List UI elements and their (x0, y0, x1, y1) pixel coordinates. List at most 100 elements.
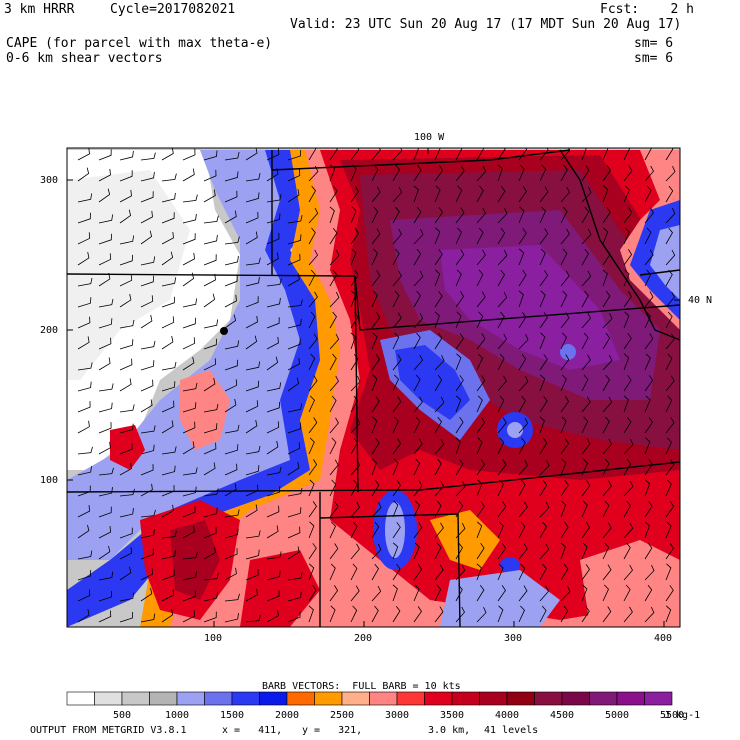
wind-barb (161, 569, 175, 581)
wind-barb (329, 501, 339, 518)
wind-barb (308, 227, 316, 245)
wind-barb (350, 417, 361, 434)
wind-barb (203, 254, 217, 266)
wind-barb (539, 164, 547, 182)
wind-barb (665, 395, 673, 413)
wind-barb (203, 189, 216, 203)
y-tick-100: 100 (40, 475, 59, 486)
colorbar-box (341, 691, 370, 706)
wind-barb (476, 459, 485, 476)
wind-barb (266, 609, 279, 623)
wind-barb (77, 401, 91, 413)
wind-barb (392, 354, 402, 371)
wind-barb (203, 319, 219, 329)
wind-barb (539, 374, 546, 392)
wind-barb (434, 458, 442, 476)
wind-barb (623, 522, 634, 539)
wind-barb (665, 227, 673, 245)
wind-barb (476, 437, 483, 455)
wind-barb (644, 459, 653, 476)
wind-barb (308, 333, 318, 350)
colorbar-box (424, 691, 453, 706)
wind-barb (350, 437, 358, 455)
wind-barb (77, 167, 90, 182)
wind-barb (308, 437, 315, 455)
wind-barb (665, 521, 672, 539)
wind-barb (497, 479, 504, 497)
wind-barb (140, 230, 153, 245)
wind-barb (98, 467, 114, 476)
wind-barb (266, 168, 279, 182)
wind-barb (266, 551, 282, 560)
wind-barb (434, 438, 445, 455)
wind-barb (623, 374, 632, 392)
wind-barb (560, 396, 570, 413)
wind-barb (350, 459, 361, 476)
colorbar-label: 4000 (494, 710, 520, 721)
wind-barb (434, 290, 443, 308)
wind-barb (119, 592, 135, 602)
wind-barb (644, 395, 651, 413)
wind-barb (455, 542, 463, 560)
wind-barb (119, 566, 132, 581)
wind-barb (161, 530, 177, 539)
wind-barb (560, 374, 567, 392)
colorbar-box (396, 691, 425, 706)
wind-barb (560, 480, 569, 497)
wind-barb (413, 416, 421, 434)
wind-barb (266, 213, 281, 224)
wind-barb (392, 164, 400, 182)
wind-barb (560, 228, 570, 245)
wind-barb (497, 543, 507, 560)
wind-barb (518, 311, 527, 329)
wind-barb (623, 395, 629, 413)
wind-barb (392, 290, 400, 308)
wind-barb (287, 189, 300, 203)
wind-barb (665, 605, 672, 623)
wind-barb (497, 501, 507, 518)
wind-barb (392, 248, 400, 266)
wind-barb (119, 611, 134, 623)
wind-barb (413, 396, 423, 413)
wind-barb (98, 337, 112, 350)
wind-barb (518, 563, 526, 581)
shear-barbs (77, 148, 676, 623)
wind-barb (413, 185, 419, 203)
wind-barb (203, 442, 217, 455)
wind-barb (140, 587, 153, 602)
wind-barb (539, 148, 549, 161)
wind-barb (602, 522, 612, 539)
wind-barb (434, 522, 444, 539)
wind-barb (98, 610, 112, 623)
wind-barb (329, 605, 336, 623)
state-boundaries (67, 149, 680, 627)
wind-barb (623, 269, 630, 287)
wind-barb (497, 563, 504, 581)
wind-barb (308, 395, 315, 413)
wind-barb (245, 549, 260, 560)
wind-barb (182, 337, 196, 350)
wind-barb (518, 543, 528, 560)
wind-barb (665, 311, 673, 329)
colorbar-box (94, 691, 123, 706)
wind-barb (203, 169, 217, 182)
wind-barb (497, 208, 508, 224)
wind-barb (518, 186, 527, 203)
wind-barb (413, 606, 422, 623)
wind-barb (434, 374, 443, 392)
wind-barb (581, 480, 591, 497)
x-tick-200: 200 (354, 633, 373, 644)
wind-barb (602, 227, 609, 245)
wind-barb (455, 227, 462, 245)
x-tick-100: 100 (204, 633, 223, 644)
model-name: 3 km HRRR (4, 2, 75, 17)
wind-barb (182, 571, 197, 581)
wind-barb (644, 165, 654, 182)
wind-barb (665, 501, 675, 518)
wind-barb (602, 606, 612, 623)
wind-barb (266, 421, 280, 434)
colorbar-label: 500 (112, 710, 132, 721)
wind-barb (350, 376, 361, 392)
wind-barb (581, 564, 590, 581)
wind-barb (308, 269, 316, 287)
